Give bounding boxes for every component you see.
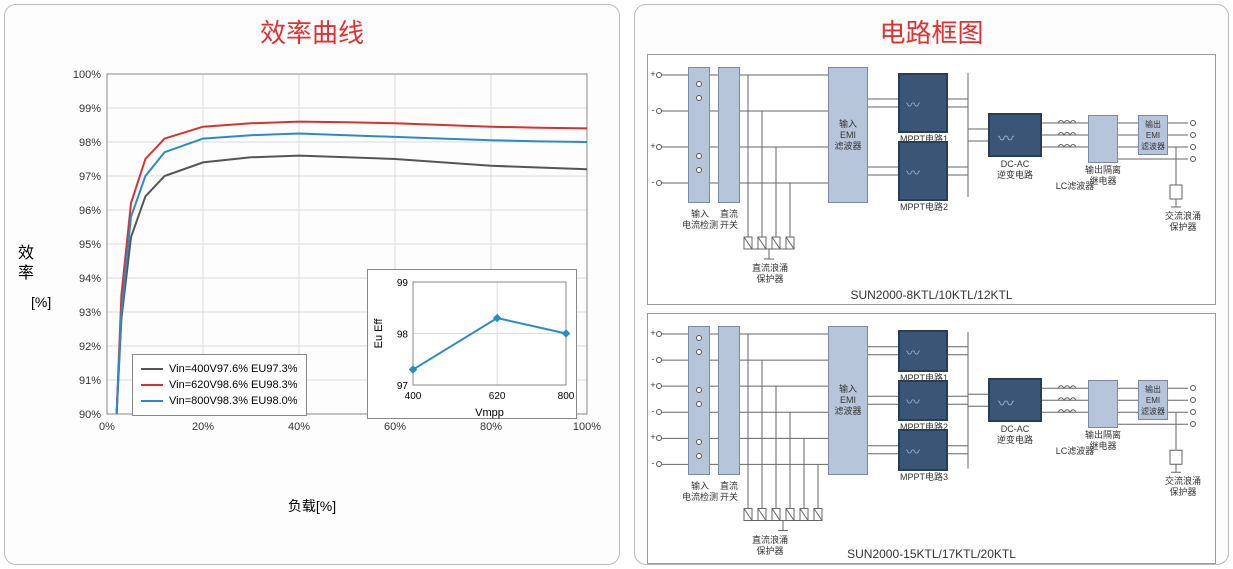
svg-text:400: 400	[405, 391, 422, 402]
circuit-caption: SUN2000-8KTL/10KTL/12KTL	[850, 288, 1012, 302]
svg-text:90%: 90%	[79, 409, 101, 421]
circuit-diagram-1: +-+-输入电流检测直流开关直流浪涌保护器输入EMI滤波器〰MPPT电路1〰MP…	[647, 54, 1216, 305]
legend-item: Vin=400V97.6% EU97.3%	[141, 361, 298, 377]
efficiency-title: 效率曲线	[17, 13, 607, 50]
svg-text:Eu Eff: Eu Eff	[373, 318, 385, 349]
svg-text:20%: 20%	[192, 421, 214, 433]
y-axis-label-unit: [%]	[31, 294, 51, 310]
svg-text:80%: 80%	[480, 421, 502, 433]
svg-text:93%: 93%	[79, 307, 101, 319]
svg-text:99: 99	[397, 278, 409, 289]
svg-text:95%: 95%	[79, 239, 101, 251]
svg-text:100%: 100%	[573, 421, 601, 433]
svg-text:60%: 60%	[384, 421, 406, 433]
svg-text:91%: 91%	[79, 375, 101, 387]
svg-text:800: 800	[558, 391, 575, 402]
inset-chart: 979899400620800Eu EffVmpp	[367, 269, 577, 419]
svg-text:98%: 98%	[79, 137, 101, 149]
legend: Vin=400V97.6% EU97.3% Vin=620V98.6% EU98…	[132, 354, 307, 416]
circuit-diagram-2: +-+-+-输入电流检测直流开关直流浪涌保护器输入EMI滤波器〰MPPT电路1〰…	[647, 313, 1216, 564]
svg-text:40%: 40%	[288, 421, 310, 433]
circuit-caption: SUN2000-15KTL/17KTL/20KTL	[847, 547, 1016, 561]
svg-text:92%: 92%	[79, 341, 101, 353]
efficiency-chart: 效率 [%] 90%91%92%93%94%95%96%97%98%99%100…	[17, 54, 607, 494]
x-axis-label: 负载[%]	[17, 496, 607, 516]
svg-text:96%: 96%	[79, 205, 101, 217]
svg-text:Vmpp: Vmpp	[475, 407, 504, 419]
circuit-title: 电路框图	[647, 13, 1216, 50]
legend-item: Vin=800V98.3% EU98.0%	[141, 393, 298, 409]
legend-item: Vin=620V98.6% EU98.3%	[141, 377, 298, 393]
svg-text:100%: 100%	[73, 69, 101, 81]
svg-text:99%: 99%	[79, 103, 101, 115]
svg-text:98: 98	[397, 330, 409, 341]
svg-text:94%: 94%	[79, 273, 101, 285]
circuit-area: +-+-输入电流检测直流开关直流浪涌保护器输入EMI滤波器〰MPPT电路1〰MP…	[647, 54, 1216, 564]
svg-text:97%: 97%	[79, 171, 101, 183]
y-axis-label-cn: 效率	[11, 244, 35, 284]
svg-text:620: 620	[489, 391, 506, 402]
circuit-panel: 电路框图 +-+-输入电流检测直流开关直流浪涌保护器输入EMI滤波器〰MPPT电…	[634, 4, 1229, 565]
svg-text:0%: 0%	[99, 421, 115, 433]
efficiency-panel: 效率曲线 效率 [%] 90% 91% 92% 93% 94% 95% 96% 97% 98% 9…	[4, 4, 620, 565]
